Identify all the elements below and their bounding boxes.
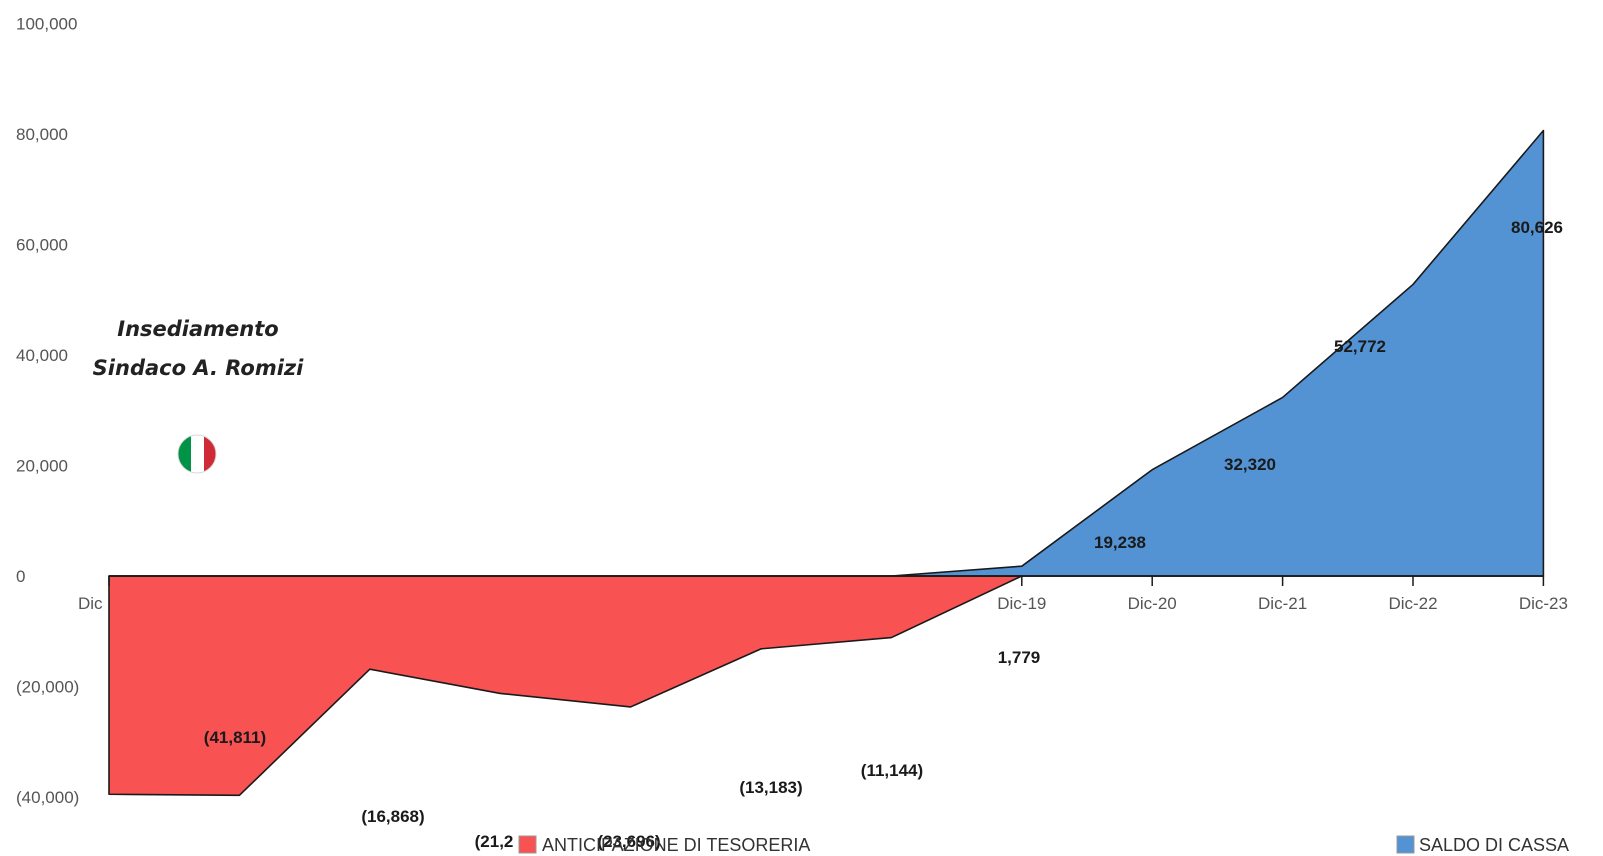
y-tick-label: (20,000) (16, 678, 79, 697)
y-tick-label: 20,000 (16, 457, 68, 476)
legend-item-anticipazione[interactable]: ANTICIPAZIONE DI TESORERIA (518, 835, 810, 855)
data-label-anticipazione-di-tesoreria: (21,2 (475, 832, 514, 851)
legend-item-saldo-di-cassa[interactable]: SALDO DI CASSA (1396, 835, 1569, 855)
legend: ANTICIPAZIONE DI TESORERIA SALDO DI CASS… (518, 835, 1569, 855)
data-label-saldo-di-cassa: 1,779 (998, 648, 1041, 667)
y-tick-label: 80,000 (16, 125, 68, 144)
data-label-saldo-di-cassa: 52,772 (1334, 337, 1386, 356)
x-axis: Dic Dic-19 Dic-20 Dic-21 Dic-22 Dic-23 (78, 576, 1568, 613)
annotation-line-1: Insediamento (117, 317, 278, 341)
area-saldo-di-cassa (108, 129, 1545, 577)
x-tick-label: Dic-23 (1519, 594, 1568, 613)
y-tick-label: (40,000) (16, 788, 79, 807)
data-label-anticipazione-di-tesoreria: (13,183) (739, 778, 802, 797)
x-tick-label: Dic-20 (1128, 594, 1177, 613)
area-anticipazione-di-tesoreria (108, 575, 1545, 797)
legend-label-saldo-di-cassa: SALDO DI CASSA (1419, 835, 1569, 855)
y-axis: 100,000 80,000 60,000 40,000 20,000 0 (20,000)… (16, 15, 79, 808)
x-tick-label: Dic-19 (997, 594, 1046, 613)
data-label-anticipazione-di-tesoreria: (41,811) (204, 728, 266, 747)
annotation-line-2: Sindaco A. Romizi (93, 356, 304, 380)
italian-flag-icon (177, 434, 217, 474)
x-tick-label: Dic-21 (1258, 594, 1307, 613)
y-tick-label: 100,000 (16, 15, 77, 34)
legend-label-anticipazione: ANTICIPAZIONE DI TESORERIA (542, 835, 810, 855)
data-labels: (41,811) (16,868) (21,2 (23,696) (13,183) (11… (204, 218, 1563, 851)
plot-area (108, 129, 1545, 797)
y-tick-label: 40,000 (16, 346, 68, 365)
insediamento-annotation: Insediamento Sindaco A. Romizi (93, 317, 304, 474)
data-label-anticipazione-di-tesoreria: (16,868) (361, 807, 424, 826)
data-label-saldo-di-cassa: 80,626 (1511, 218, 1563, 237)
y-tick-label: 0 (16, 567, 25, 586)
y-tick-label: 60,000 (16, 236, 68, 255)
x-tick-label: Dic-22 (1388, 594, 1437, 613)
data-label-anticipazione-di-tesoreria: (23,696) (597, 832, 660, 851)
data-label-saldo-di-cassa: 32,320 (1224, 455, 1276, 474)
x-tick-label: Dic (78, 594, 103, 613)
legend-swatch-anticipazione (518, 835, 537, 854)
legend-swatch-saldo-di-cassa (1396, 835, 1415, 854)
data-label-saldo-di-cassa: 19,238 (1094, 533, 1146, 552)
data-label-anticipazione-di-tesoreria: (11,144) (861, 761, 923, 780)
